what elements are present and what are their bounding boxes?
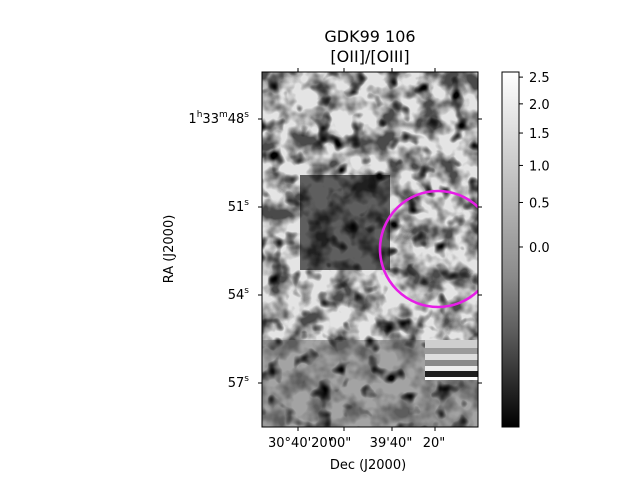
colorbar-tick-label: 0.0 [529,241,550,256]
colorbar-ticks: 2.5 2.0 1.5 1.0 0.5 0.0 [519,71,550,256]
y-axis: 1h33m48s 51s 54s 57s RA (J2000) [162,110,482,391]
x-tick-label: 20" [423,436,446,451]
chart-subtitle: [OII]/[OIII] [330,47,410,66]
colorbar-tick-label: 0.5 [529,196,550,211]
x-axis-label: Dec (J2000) [330,458,406,473]
colorbar-tick-label: 2.0 [529,98,550,113]
y-axis-label: RA (J2000) [162,215,177,284]
x-axis: 30°40'20" 00" 39'40" 20" Dec (J2000) [268,68,445,473]
y-tick-label: 51s [228,198,250,215]
plot-frame [261,71,479,428]
chart-title: GDK99 106 [324,27,416,46]
y-tick-label: 1h33m48s [188,110,249,127]
colorbar: 2.5 2.0 1.5 1.0 0.5 0.0 [501,71,550,428]
colorbar-tick-label: 1.0 [529,159,550,174]
overlay-circle [378,189,478,309]
colorbar-tick-label: 2.5 [529,71,550,86]
colorbar-gradient [501,71,520,428]
colorbar-tick-label: 1.5 [529,127,550,142]
x-tick-label: 30°40'20" [268,436,334,451]
y-tick-label: 57s [228,374,250,391]
heatmap-image [262,72,478,427]
x-tick-label: 00" [329,436,352,451]
y-tick-label: 54s [228,286,250,303]
x-tick-label: 39'40" [370,436,413,451]
